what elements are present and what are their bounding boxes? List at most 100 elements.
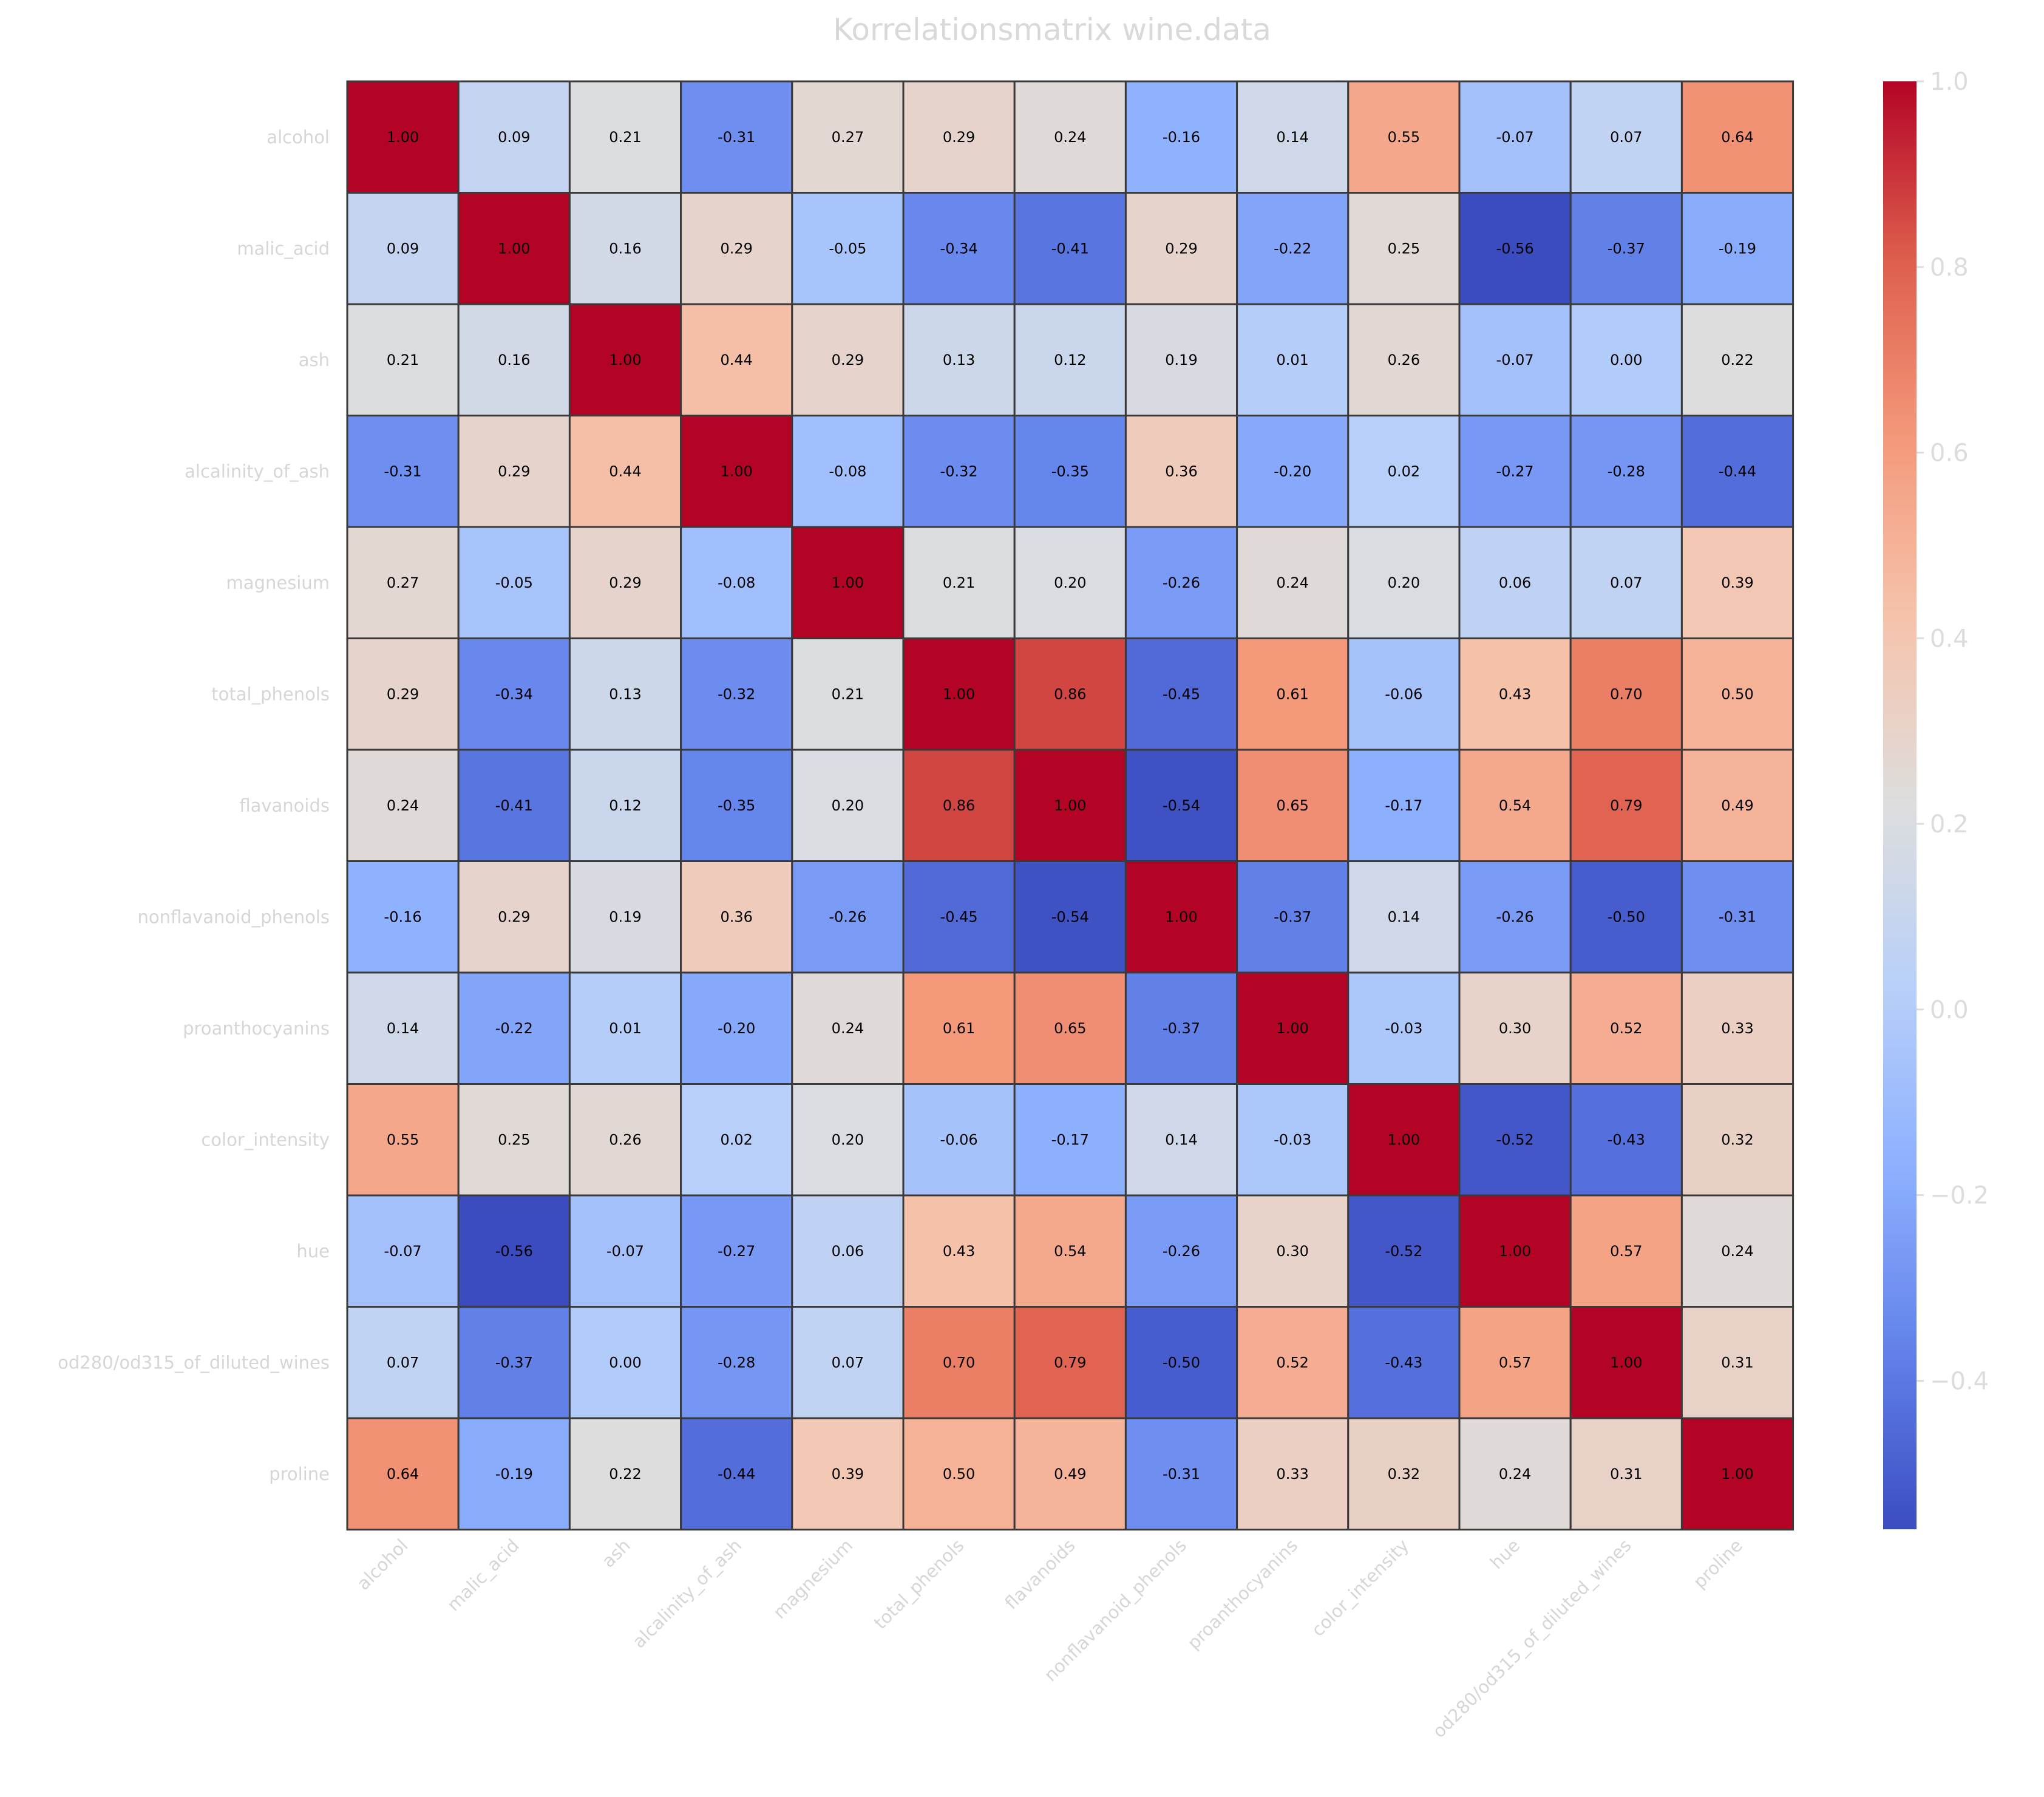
cell-value-label: 0.61 (1276, 685, 1308, 702)
cell-value-label: -0.45 (1163, 685, 1200, 702)
heatmap-cell (1013, 1083, 1127, 1197)
heatmap-cell (1458, 1083, 1572, 1197)
heatmap-cell (1458, 749, 1572, 862)
cell-value-label: 0.44 (609, 463, 641, 480)
heatmap-cell (1458, 303, 1572, 416)
heatmap-cell (1569, 192, 1683, 305)
cell-value-label: -0.34 (495, 685, 533, 702)
cell-value-label: -0.31 (1719, 908, 1756, 925)
heatmap-cell (1458, 860, 1572, 974)
heatmap-cell (791, 637, 905, 751)
row-label: color_intensity (201, 1129, 330, 1150)
heatmap-cell (1124, 415, 1238, 528)
cell-value-label: -0.05 (829, 240, 866, 257)
column-label: total_phenols (870, 1535, 968, 1633)
heatmap-cell (1347, 637, 1461, 751)
heatmap-cell (457, 303, 571, 416)
column-label: alcalinity_of_ash (628, 1535, 745, 1652)
cell-value-label: 0.39 (832, 1466, 864, 1483)
heatmap-cell (457, 1083, 571, 1197)
heatmap-cell (1680, 637, 1794, 751)
cell-value-label: 0.65 (1276, 797, 1308, 814)
cell-value-label: 0.29 (498, 463, 530, 480)
cell-value-label: 0.20 (832, 1131, 864, 1148)
cell-value-label: 0.44 (720, 352, 752, 369)
heatmap-cell (1458, 415, 1572, 528)
heatmap-cell (1347, 1417, 1461, 1530)
heatmap-cell (568, 637, 682, 751)
cell-value-label: -0.07 (1496, 352, 1534, 369)
heatmap-cell (791, 303, 905, 416)
cell-value-label: 0.16 (609, 240, 641, 257)
heatmap-cell (680, 192, 793, 305)
column-label: magnesium (769, 1535, 857, 1623)
heatmap-cell (346, 749, 460, 862)
cell-value-label: 0.54 (1054, 1243, 1086, 1260)
heatmap-cell (1569, 1306, 1683, 1419)
cell-value-label: -0.07 (384, 1243, 422, 1260)
cell-value-label: 1.00 (1165, 908, 1197, 925)
heatmap-cell (1013, 415, 1127, 528)
heatmap-cell (568, 1083, 682, 1197)
colorbar-gradient (1883, 81, 1917, 1529)
cell-value-label: -0.17 (1385, 797, 1422, 814)
heatmap-cell (680, 1194, 793, 1308)
cell-value-label: 0.21 (609, 129, 641, 146)
cell-value-label: -0.50 (1163, 1354, 1200, 1371)
cell-value-label: 0.55 (387, 1131, 419, 1148)
cell-value-label: 0.12 (1054, 352, 1086, 369)
cell-value-label: 0.33 (1276, 1466, 1308, 1483)
cell-value-label: -0.37 (495, 1354, 533, 1371)
cell-value-label: -0.03 (1274, 1131, 1311, 1148)
heatmap-cell (1680, 1194, 1794, 1308)
cell-value-label: 1.00 (720, 463, 752, 480)
cell-value-label: -0.32 (940, 463, 978, 480)
cell-value-label: 0.30 (1276, 1243, 1308, 1260)
cell-value-label: 0.09 (498, 129, 530, 146)
cell-value-label: 0.65 (1054, 1020, 1086, 1037)
cell-value-label: 0.07 (1610, 574, 1642, 591)
row-label: proanthocyanins (183, 1018, 330, 1039)
cell-value-label: 0.50 (943, 1466, 975, 1483)
cell-value-label: -0.17 (1051, 1131, 1089, 1148)
colorbar-tick-label: 0.4 (1930, 625, 1969, 653)
heatmap-cell (791, 860, 905, 974)
heatmap-cell (1569, 80, 1683, 194)
row-label: total_phenols (211, 684, 330, 704)
cell-value-label: 0.21 (387, 352, 419, 369)
cell-value-label: -0.22 (495, 1020, 533, 1037)
heatmap-cell (1236, 192, 1350, 305)
heatmap-cells: 1.00 0.09 0.21 -0.31 0.27 0.29 0.24 -0.16 0.14 0.… (346, 80, 1794, 1530)
cell-value-label: -0.35 (1051, 463, 1089, 480)
cell-value-label: 0.70 (943, 1354, 975, 1371)
cell-value-label: 0.01 (609, 1020, 641, 1037)
heatmap-cell (1013, 637, 1127, 751)
cell-value-label: 0.61 (943, 1020, 975, 1037)
cell-value-label: -0.19 (495, 1466, 533, 1483)
cell-value-label: 0.54 (1499, 797, 1531, 814)
heatmap-cell (680, 1306, 793, 1419)
heatmap-cell (1347, 303, 1461, 416)
cell-value-label: 0.24 (1721, 1243, 1753, 1260)
cell-value-label: 0.32 (1721, 1131, 1753, 1148)
cell-value-label: 0.20 (1388, 574, 1420, 591)
heatmap-cell (568, 749, 682, 862)
cell-value-label: 0.36 (720, 908, 752, 925)
cell-value-label: 0.20 (1054, 574, 1086, 591)
cell-value-label: -0.44 (718, 1466, 755, 1483)
colorbar-tick-label: −0.4 (1930, 1367, 1989, 1395)
cell-value-label: 0.14 (1388, 908, 1420, 925)
cell-value-label: -0.26 (1496, 908, 1534, 925)
cell-value-label: 0.43 (943, 1243, 975, 1260)
cell-value-label: -0.41 (1051, 240, 1089, 257)
cell-value-label: 0.24 (832, 1020, 864, 1037)
heatmap-cell (457, 526, 571, 639)
cell-value-label: 0.12 (609, 797, 641, 814)
column-label: od280/od315_of_diluted_wines (1428, 1535, 1635, 1742)
cell-value-label: 0.29 (720, 240, 752, 257)
heatmap-cell (1236, 526, 1350, 639)
heatmap-cell (902, 1417, 1016, 1530)
cell-value-label: 0.06 (832, 1243, 864, 1260)
cell-value-label: -0.08 (829, 463, 866, 480)
